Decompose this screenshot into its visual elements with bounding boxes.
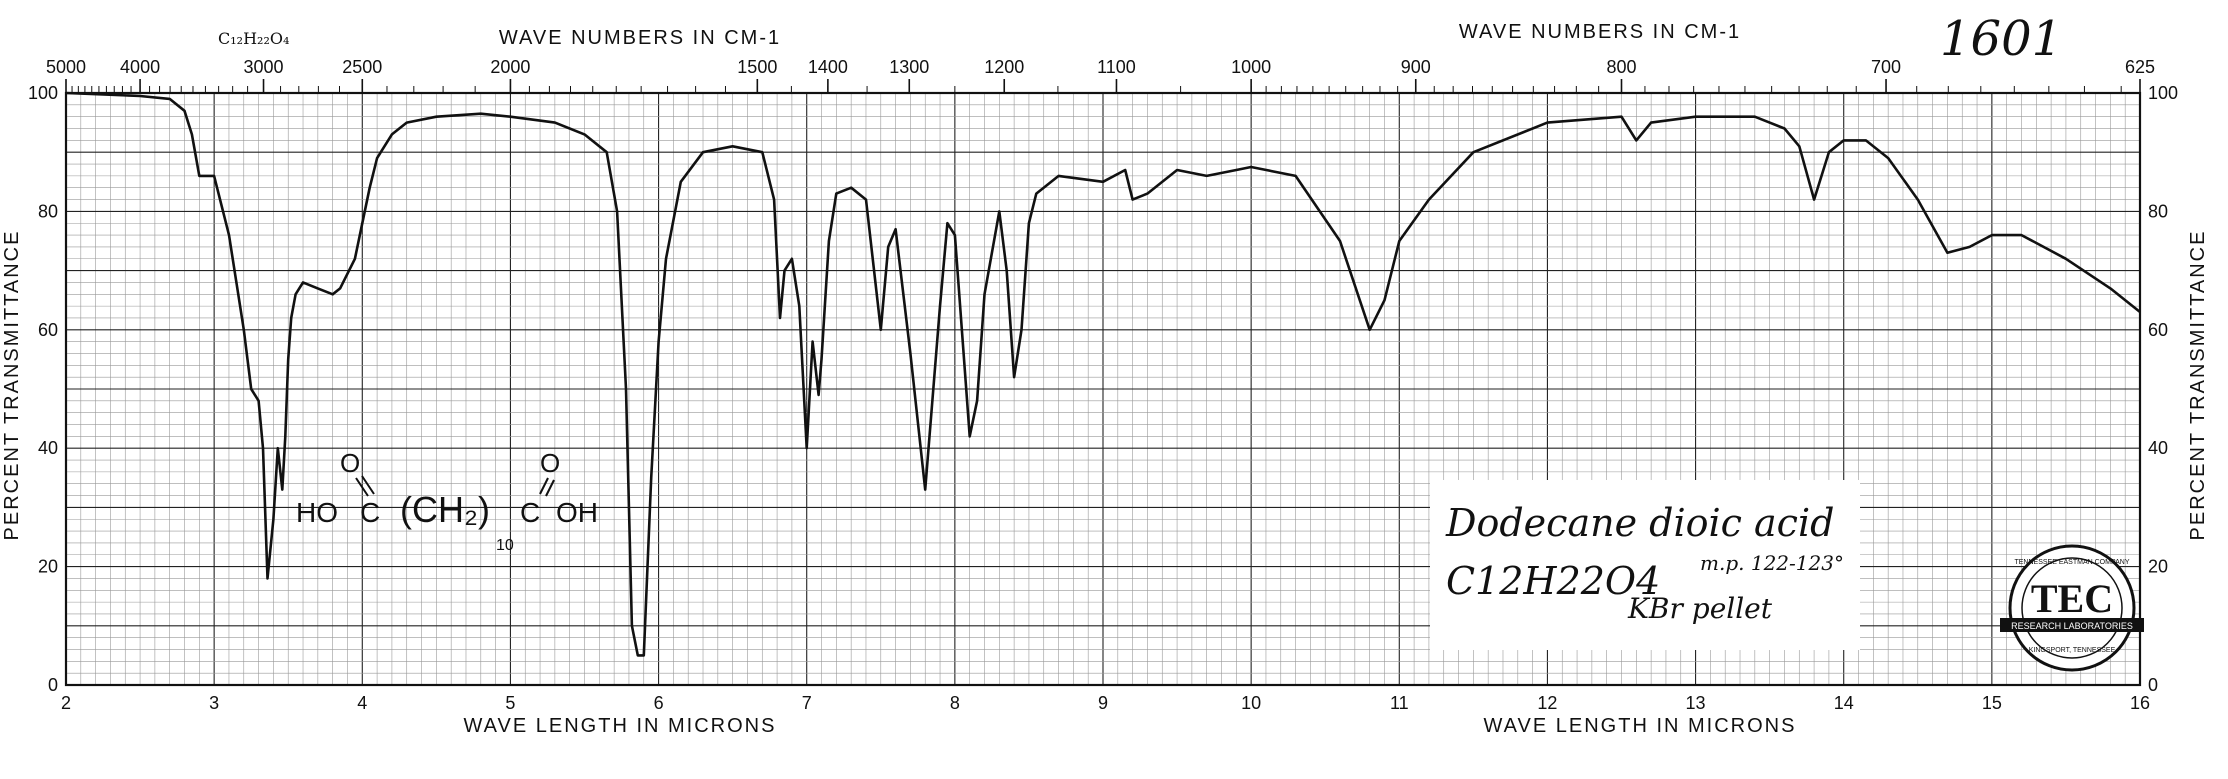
seal-outer-text: TENNESSEE EASTMAN COMPANY bbox=[2014, 559, 2129, 566]
y-axis-title-right: PERCENT TRANSMITTANCE bbox=[2187, 230, 2209, 541]
compound-annotation: Dodecane dioic acid C12H22O4 m.p. 122-12… bbox=[1430, 480, 1860, 650]
structure-carbon-right: C bbox=[520, 497, 540, 528]
formula-top-label: C₁₂H₂₂O₄ bbox=[218, 29, 289, 48]
spectrum-line bbox=[65, 91, 2141, 657]
seal-letters: TEC bbox=[2031, 576, 2113, 621]
x-tick-label: 11 bbox=[1390, 693, 1409, 713]
top-axis-title-right: WAVE NUMBERS IN CM-1 bbox=[1459, 21, 1741, 43]
wavenumber-tick-label: 800 bbox=[1606, 57, 1636, 77]
wavenumber-tick-label: 5000 bbox=[46, 57, 86, 77]
y-tick-label-right: 20 bbox=[2148, 557, 2168, 577]
wavenumber-tick-label: 1000 bbox=[1231, 57, 1271, 77]
x-tick-label: 8 bbox=[950, 693, 960, 713]
wavenumber-tick-label: 2500 bbox=[342, 57, 382, 77]
y-tick-label-left: 80 bbox=[38, 201, 58, 221]
id-number-label: 1601 bbox=[1940, 11, 2062, 67]
seal-band bbox=[2000, 618, 2144, 632]
wavenumber-tick-label: 700 bbox=[1871, 57, 1901, 77]
wavenumber-tick-label: 1400 bbox=[808, 57, 848, 77]
structure-double-bond-right bbox=[539, 477, 549, 495]
seal-band-text: RESEARCH LABORATORIES bbox=[2011, 621, 2133, 631]
wavenumber-tick-label: 1200 bbox=[984, 57, 1024, 77]
melting-point-label: m.p. 122-123° bbox=[1700, 551, 1844, 575]
wavenumber-tick-label: 4000 bbox=[120, 57, 160, 77]
structure-double-bond-left-2 bbox=[361, 475, 375, 495]
y-tick-label-right: 40 bbox=[2148, 438, 2168, 458]
x-tick-label: 16 bbox=[2130, 693, 2150, 713]
wavenumber-tick-label: 2000 bbox=[490, 57, 530, 77]
x-tick-label: 12 bbox=[1537, 693, 1557, 713]
x-axis-title-right: WAVE LENGTH IN MICRONS bbox=[1484, 715, 1797, 737]
y-tick-label-right: 80 bbox=[2148, 201, 2168, 221]
structure-oxygen-left: O bbox=[340, 448, 360, 478]
compound-name-label: Dodecane dioic acid bbox=[1445, 501, 1834, 545]
company-seal: TENNESSEE EASTMAN COMPANY TEC RESEARCH L… bbox=[2000, 544, 2144, 672]
y-tick-label-right: 0 bbox=[2148, 675, 2158, 695]
x-tick-label: 2 bbox=[61, 693, 71, 713]
wavenumber-tick-label: 1500 bbox=[737, 57, 777, 77]
structure-chain: (CH₂) bbox=[400, 489, 490, 530]
wavenumber-tick-label: 1100 bbox=[1097, 57, 1136, 77]
sample-prep-label: KBr pellet bbox=[1627, 592, 1773, 625]
x-tick-label: 4 bbox=[357, 693, 367, 713]
top-axis-title-left: WAVE NUMBERS IN CM-1 bbox=[499, 27, 781, 49]
seal-bottom-text: KINGSPORT, TENNESSEE bbox=[2029, 647, 2116, 654]
plot-frame bbox=[64, 91, 2142, 687]
structure-carbon-left: C bbox=[360, 497, 380, 528]
x-tick-label: 14 bbox=[1834, 693, 1854, 713]
y-tick-label-left: 100 bbox=[28, 83, 58, 103]
y-tick-label-left: 20 bbox=[38, 557, 58, 577]
y-tick-label-left: 0 bbox=[48, 675, 58, 695]
x-tick-label: 7 bbox=[802, 693, 812, 713]
wavenumber-tick-label: 1300 bbox=[889, 57, 929, 77]
x-tick-label: 15 bbox=[1982, 693, 2002, 713]
structure-oxygen-right: O bbox=[540, 448, 560, 478]
structure-left-hydroxyl: HO bbox=[296, 497, 338, 528]
wavenumber-tick-label: 625 bbox=[2125, 57, 2155, 77]
compound-formula-label: C12H22O4 bbox=[1446, 559, 1660, 603]
structure-right-hydroxyl: OH bbox=[556, 497, 598, 528]
x-axis-title-left: WAVE LENGTH IN MICRONS bbox=[464, 715, 777, 737]
wavenumber-tick-label: 900 bbox=[1401, 57, 1431, 77]
y-tick-label-right: 60 bbox=[2148, 320, 2168, 340]
structure-formula: HO C (CH₂) 10 C OH O O bbox=[296, 448, 598, 554]
x-tick-label: 6 bbox=[654, 693, 664, 713]
structure-double-bond-right-2 bbox=[545, 479, 555, 497]
x-tick-label: 9 bbox=[1098, 693, 1108, 713]
x-tick-label: 10 bbox=[1241, 693, 1261, 713]
x-tick-label: 5 bbox=[505, 693, 515, 713]
y-tick-label-left: 40 bbox=[38, 438, 58, 458]
x-tick-label: 13 bbox=[1686, 693, 1706, 713]
annotation-box bbox=[1430, 480, 1860, 650]
structure-double-bond-left bbox=[355, 477, 369, 497]
y-tick-label-right: 100 bbox=[2148, 83, 2178, 103]
x-tick-label: 3 bbox=[209, 693, 219, 713]
wavenumber-tick-label: 3000 bbox=[244, 57, 284, 77]
y-tick-label-left: 60 bbox=[38, 320, 58, 340]
axis-ticks: 2 3 4 5 6 7 8 9 10 11 12 13 14 15 16020406080100020406… bbox=[28, 57, 2178, 713]
structure-chain-subscript: 10 bbox=[496, 537, 514, 554]
y-axis-title-left: PERCENT TRANSMITTANCE bbox=[1, 230, 23, 541]
